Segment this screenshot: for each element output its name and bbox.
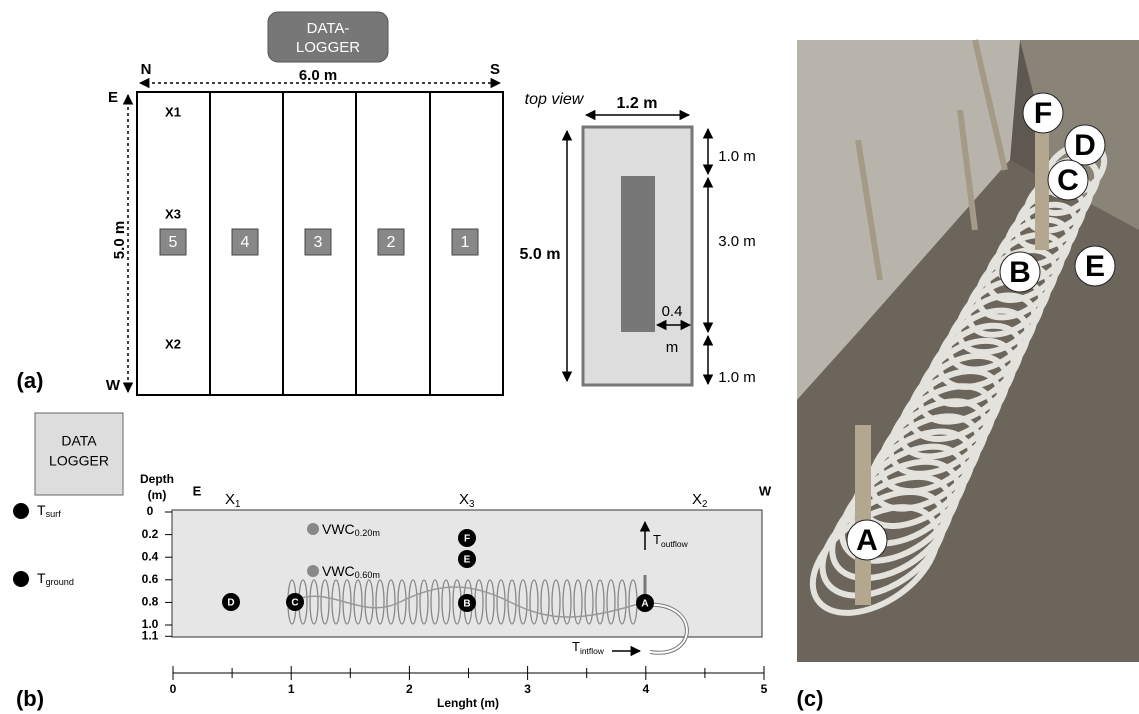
- panel-label: (c): [797, 686, 824, 711]
- main-text: VWC: [322, 563, 355, 579]
- main-text: T: [653, 532, 661, 547]
- label: 1.0 m: [718, 369, 756, 386]
- sensor-label: C: [291, 598, 298, 609]
- sub-text: 1: [235, 499, 240, 510]
- length-tick-label: 5: [761, 682, 768, 696]
- sub-text: intflow: [580, 646, 605, 656]
- panel-label: (b): [16, 686, 44, 711]
- panel-label: (a): [17, 368, 44, 393]
- photo-label: A: [856, 524, 878, 557]
- label: 5.0 m: [111, 221, 128, 259]
- sensor-label: D: [227, 598, 234, 609]
- vwc-sensor: [307, 523, 319, 535]
- length-tick-label: 2: [406, 682, 413, 696]
- depth-tick-label: 0: [147, 504, 154, 518]
- label: N: [141, 61, 152, 78]
- depth-tick-label: 0.8: [142, 595, 159, 609]
- sub-text: 0.20m: [355, 528, 380, 538]
- datalogger-text: LOGGER: [49, 453, 109, 469]
- post: [855, 425, 871, 605]
- sub-text: 0.60m: [355, 570, 380, 580]
- plot-number: 5: [169, 234, 178, 251]
- label: 6.0 m: [299, 67, 337, 84]
- photo-label: D: [1074, 129, 1096, 162]
- vwc-sensor: [307, 565, 319, 577]
- photo-label: C: [1057, 164, 1079, 197]
- position-label: X1: [225, 491, 240, 510]
- main-text: X: [692, 491, 702, 508]
- length-tick-label: 0: [170, 682, 177, 696]
- label: 1.0 m: [718, 148, 756, 165]
- sub-text: outflow: [661, 539, 689, 549]
- datalogger-text: DATA: [61, 433, 97, 449]
- datalogger-text: LOGGER: [296, 39, 360, 56]
- sub-text: 2: [702, 499, 707, 510]
- label: (m): [148, 488, 167, 502]
- length-tick-label: 4: [642, 682, 649, 696]
- plot-number: 1: [461, 234, 470, 251]
- datalogger-text: DATA-: [307, 20, 350, 37]
- legend-dot: [13, 503, 29, 519]
- sensor-label: F: [464, 534, 470, 545]
- length-tick-label: 3: [524, 682, 531, 696]
- inflow-label: Tintflow: [572, 639, 605, 656]
- position-label: X1: [165, 104, 181, 119]
- main-text: X: [225, 491, 235, 508]
- sub-text: ground: [46, 577, 74, 587]
- label: 5.0 m: [520, 246, 561, 263]
- depth-tick-label: 1.1: [142, 628, 159, 642]
- label: m: [666, 339, 679, 356]
- sub-text: surf: [46, 509, 62, 519]
- position-label: X3: [165, 206, 181, 221]
- legend-label: Tground: [37, 570, 74, 588]
- length-tick-label: 1: [288, 682, 295, 696]
- label: E: [193, 483, 202, 498]
- sensor-label: B: [463, 599, 470, 610]
- photo-label: F: [1034, 97, 1052, 130]
- label: S: [490, 61, 500, 78]
- plot-number: 4: [241, 234, 250, 251]
- position-label: X2: [165, 336, 181, 351]
- position-label: X3: [459, 491, 474, 510]
- main-text: T: [572, 639, 580, 654]
- sub-text: 3: [469, 499, 474, 510]
- label: Depth: [140, 472, 174, 486]
- label: W: [759, 483, 772, 498]
- sensor-area: [621, 176, 655, 332]
- view-title: top view: [525, 91, 585, 108]
- sensor-label: A: [641, 599, 648, 610]
- label: 0.4: [662, 303, 683, 320]
- depth-tick-label: 0.4: [142, 549, 159, 563]
- figure: DATA-LOGGERNS6.0 mEW5.0 mX1X3X254321(a)t…: [0, 0, 1139, 714]
- photo-label: E: [1085, 250, 1105, 283]
- main-text: X: [459, 491, 469, 508]
- position-label: X2: [692, 491, 707, 510]
- label: E: [108, 89, 118, 106]
- label: 1.2 m: [617, 95, 658, 112]
- plot-number: 3: [314, 234, 323, 251]
- depth-tick-label: 0.2: [142, 527, 159, 541]
- photo-label: B: [1009, 256, 1031, 289]
- sensor-label: E: [464, 555, 471, 566]
- axis-title: Lenght (m): [437, 696, 499, 710]
- main-text: VWC: [322, 521, 355, 537]
- plot-number: 2: [387, 234, 396, 251]
- depth-tick-label: 0.6: [142, 572, 159, 586]
- legend-label: Tsurf: [37, 502, 61, 520]
- label: 3.0 m: [718, 233, 756, 250]
- label: W: [106, 377, 121, 394]
- legend-dot: [13, 571, 29, 587]
